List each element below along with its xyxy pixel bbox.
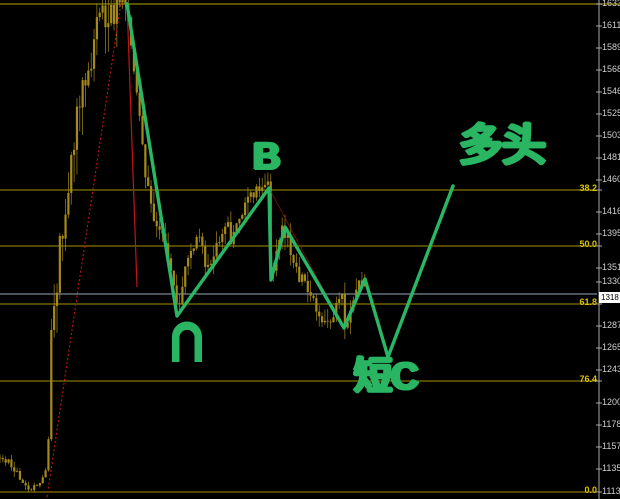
- svg-text:1318: 1318: [601, 293, 619, 302]
